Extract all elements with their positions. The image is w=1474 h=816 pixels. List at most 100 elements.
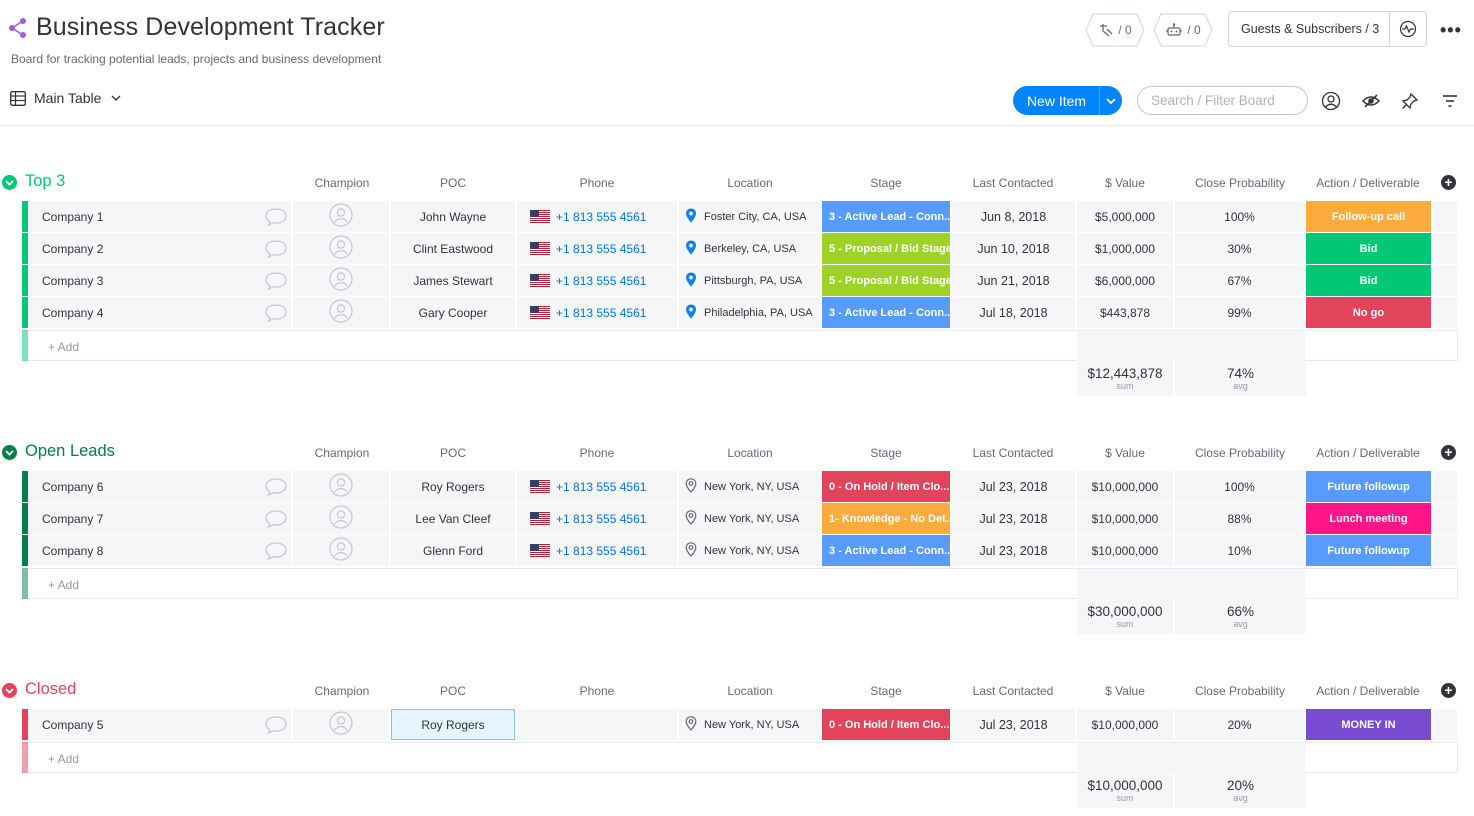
phone-number[interactable]: +1 813 555 4561 xyxy=(556,241,647,256)
stage-status[interactable]: 3 - Active Lead - Conn... xyxy=(822,297,950,328)
new-item-button[interactable]: New Item xyxy=(1013,86,1122,115)
add-item-row[interactable]: + Add xyxy=(22,568,1458,599)
stage-status[interactable]: 0 - On Hold / Item Clo... xyxy=(822,709,950,740)
column-header[interactable]: POC xyxy=(439,684,466,698)
location-cell[interactable]: Berkeley, CA, USA xyxy=(679,233,820,264)
action-status[interactable]: MONEY IN xyxy=(1306,709,1431,740)
column-header[interactable]: Location xyxy=(727,446,773,460)
column-header[interactable]: Action / Deliverable xyxy=(1316,684,1420,698)
avatar-placeholder-icon[interactable] xyxy=(329,537,353,564)
guests-subscribers-button[interactable]: Guests & Subscribers / 3 xyxy=(1228,11,1427,47)
item-name[interactable]: Company 4 xyxy=(28,297,291,328)
last-contacted-cell[interactable]: Jul 23, 2018 xyxy=(952,709,1075,740)
column-header[interactable]: $ Value xyxy=(1105,176,1145,190)
view-selector[interactable]: Main Table xyxy=(10,90,123,106)
close-probability-cell[interactable]: 100% xyxy=(1175,201,1304,232)
phone-cell[interactable]: +1 813 555 4561 xyxy=(517,201,677,232)
location-cell[interactable]: Foster City, CA, USA xyxy=(679,201,820,232)
action-status[interactable]: Bid xyxy=(1306,265,1431,296)
column-header[interactable]: Last Contacted xyxy=(972,446,1054,460)
group-title[interactable]: Top 3 xyxy=(25,172,66,190)
add-item-label[interactable]: + Add xyxy=(48,752,80,766)
item-name-text[interactable]: Company 3 xyxy=(42,273,104,288)
table-row[interactable]: Company 2 Clint Eastwood +1 813 555 4561 Be… xyxy=(22,233,1458,265)
item-name-text[interactable]: Company 6 xyxy=(42,479,104,494)
column-header[interactable]: Action / Deliverable xyxy=(1316,176,1420,190)
chat-bubble-icon[interactable] xyxy=(264,207,288,230)
board-description[interactable]: Board for tracking potential leads, proj… xyxy=(11,52,382,66)
last-contacted-cell[interactable]: Jun 10, 2018 xyxy=(952,233,1075,264)
phone-number[interactable]: +1 813 555 4561 xyxy=(556,273,647,288)
close-probability-cell[interactable]: 10% xyxy=(1175,535,1304,566)
column-header[interactable]: Stage xyxy=(870,446,902,460)
poc-cell[interactable]: Gary Cooper xyxy=(391,297,515,328)
stage-status[interactable]: 3 - Active Lead - Conn... xyxy=(822,201,950,232)
collapse-toggle-icon[interactable] xyxy=(2,445,17,460)
poc-cell[interactable]: Glenn Ford xyxy=(391,535,515,566)
chat-bubble-icon[interactable] xyxy=(264,477,288,500)
phone-cell[interactable]: +1 813 555 4561 xyxy=(517,535,677,566)
value-cell[interactable]: $6,000,000 xyxy=(1077,265,1173,296)
item-name-text[interactable]: Company 7 xyxy=(42,511,104,526)
column-header[interactable]: Champion xyxy=(314,176,370,190)
last-contacted-cell[interactable]: Jun 21, 2018 xyxy=(952,265,1075,296)
stage-status[interactable]: 5 - Proposal / Bid Stage xyxy=(822,233,950,264)
group-title[interactable]: Open Leads xyxy=(25,442,115,460)
phone-number[interactable]: +1 813 555 4561 xyxy=(556,305,647,320)
avatar-placeholder-icon[interactable] xyxy=(329,203,353,230)
value-cell[interactable]: $10,000,000 xyxy=(1077,709,1173,740)
phone-cell[interactable]: +1 813 555 4561 xyxy=(517,297,677,328)
add-column-icon[interactable]: + xyxy=(1441,683,1456,698)
column-header[interactable]: Champion xyxy=(314,446,370,460)
add-column-icon[interactable]: + xyxy=(1441,175,1456,190)
avatar-placeholder-icon[interactable] xyxy=(329,299,353,326)
action-status[interactable]: Lunch meeting xyxy=(1306,503,1431,534)
column-header[interactable]: Champion xyxy=(314,684,370,698)
search-input[interactable] xyxy=(1137,86,1308,115)
table-row[interactable]: Company 7 Lee Van Cleef +1 813 555 4561 New… xyxy=(22,503,1458,535)
column-header[interactable]: Action / Deliverable xyxy=(1316,446,1420,460)
add-item-label[interactable]: + Add xyxy=(48,578,80,592)
collapse-toggle-icon[interactable] xyxy=(2,175,17,190)
champion-cell[interactable] xyxy=(293,503,389,534)
column-header[interactable]: Phone xyxy=(579,176,615,190)
poc-cell[interactable]: Roy Rogers xyxy=(391,471,515,502)
column-header[interactable]: $ Value xyxy=(1105,446,1145,460)
column-header[interactable]: Stage xyxy=(870,684,902,698)
avatar-placeholder-icon[interactable] xyxy=(329,235,353,262)
column-header[interactable]: Close Probability xyxy=(1194,684,1286,698)
pin-icon[interactable] xyxy=(1399,90,1421,112)
table-row[interactable]: Company 4 Gary Cooper +1 813 555 4561 Phila… xyxy=(22,297,1458,329)
add-item-row[interactable]: + Add xyxy=(22,742,1458,773)
chat-bubble-icon[interactable] xyxy=(264,271,288,294)
item-name[interactable]: Company 5 xyxy=(28,709,291,740)
poc-cell[interactable]: James Stewart xyxy=(391,265,515,296)
champion-cell[interactable] xyxy=(293,535,389,566)
value-cell[interactable]: $10,000,000 xyxy=(1077,503,1173,534)
eye-off-icon[interactable] xyxy=(1360,90,1382,112)
more-options-button[interactable]: ••• xyxy=(1440,20,1462,40)
item-name-text[interactable]: Company 2 xyxy=(42,241,104,256)
close-probability-cell[interactable]: 88% xyxy=(1175,503,1304,534)
group-title[interactable]: Closed xyxy=(25,680,77,698)
item-name-text[interactable]: Company 1 xyxy=(42,209,104,224)
value-cell[interactable]: $1,000,000 xyxy=(1077,233,1173,264)
location-cell[interactable]: New York, NY, USA xyxy=(679,471,820,502)
item-name[interactable]: Company 2 xyxy=(28,233,291,264)
action-status[interactable]: Future followup xyxy=(1306,471,1431,502)
chat-bubble-icon[interactable] xyxy=(264,715,288,738)
value-cell[interactable]: $443,878 xyxy=(1077,297,1173,328)
item-name[interactable]: Company 7 xyxy=(28,503,291,534)
champion-cell[interactable] xyxy=(293,265,389,296)
close-probability-cell[interactable]: 100% xyxy=(1175,471,1304,502)
integrations-button[interactable]: / 0 xyxy=(1153,13,1213,47)
phone-cell[interactable]: +1 813 555 4561 xyxy=(517,503,677,534)
phone-cell[interactable]: +1 813 555 4561 xyxy=(517,265,677,296)
chat-bubble-icon[interactable] xyxy=(264,303,288,326)
column-header[interactable]: Close Probability xyxy=(1194,446,1286,460)
phone-number[interactable]: +1 813 555 4561 xyxy=(556,479,647,494)
stage-status[interactable]: 3 - Active Lead - Conn... xyxy=(822,535,950,566)
last-contacted-cell[interactable]: Jul 23, 2018 xyxy=(952,503,1075,534)
item-name[interactable]: Company 1 xyxy=(28,201,291,232)
champion-cell[interactable] xyxy=(293,709,389,740)
